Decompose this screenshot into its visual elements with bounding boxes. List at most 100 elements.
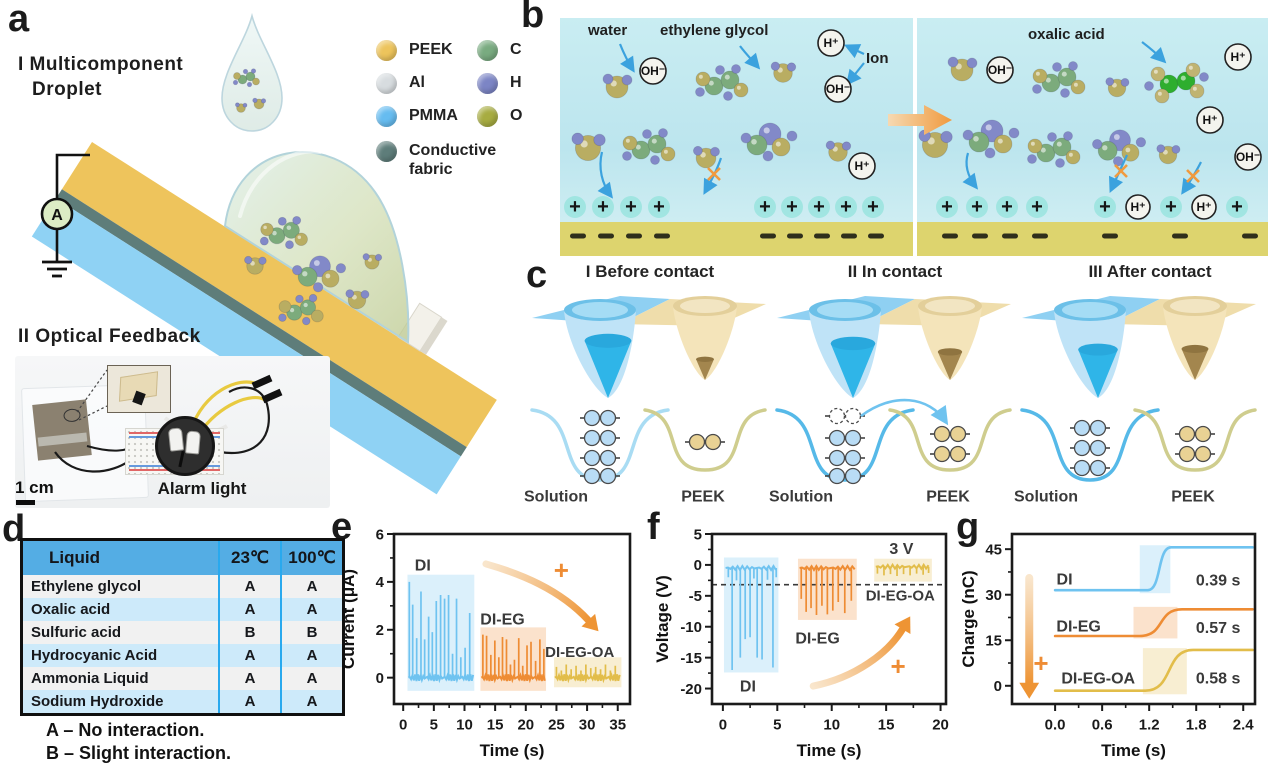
peek-layer (61, 141, 497, 448)
solution-label: Solution (769, 489, 833, 506)
legend: PEEK Al PMMA Conductive fabric C H O (376, 26, 551, 181)
step-curve-DI-EG-OA (1053, 648, 1254, 692)
electron-pair (580, 429, 620, 447)
y-tick-label: 45 (985, 541, 1002, 558)
panel-label-e: e (331, 506, 353, 548)
spikes-DI-EG (482, 634, 545, 678)
magnifier-circle (155, 416, 215, 476)
table-header-row: Liquid 23℃ 100℃ (21, 539, 344, 575)
legend-label: PMMA (409, 107, 458, 124)
eg-molecule (259, 215, 308, 250)
contact-stage: Solution PEEK (769, 296, 1012, 506)
y-tick-label: 5 (694, 526, 702, 543)
alarm-light-label: Alarm light (157, 479, 247, 498)
electron-pair (580, 467, 620, 485)
annotation-DI-EG-OA: DI-EG-OA (1061, 670, 1135, 687)
electron-pair (580, 409, 620, 427)
connector-2 (261, 388, 283, 404)
x-tick-label: 1.8 (1186, 716, 1207, 733)
solution-label: Solution (524, 489, 588, 506)
baseline-DI-EG-OA (554, 672, 621, 684)
liquid-name-cell: Oxalic acid (31, 601, 111, 618)
electron-pair (685, 433, 725, 451)
led-wire (178, 450, 185, 468)
electron-pair (1070, 459, 1110, 477)
annotation-3-V: 3 V (889, 541, 913, 558)
peek-band-left (560, 222, 913, 256)
interaction-cell: A (280, 598, 344, 621)
peek-label: PEEK (681, 489, 725, 506)
trend-arrow (482, 560, 592, 624)
electron-pair (1070, 419, 1110, 437)
annotation-DI: DI (740, 679, 756, 696)
x-axis-title: Time (s) (1101, 741, 1166, 760)
annotation-+: + (1033, 648, 1048, 678)
annotation-DI-EG-OA: DI-EG-OA (866, 587, 935, 604)
water-molecule (345, 289, 370, 310)
annotation-+: + (554, 555, 569, 585)
x-axis-title: Time (s) (480, 741, 545, 760)
liquid-interaction-table: Liquid 23℃ 100℃ Ethylene glycol A A Oxalic aci… (20, 538, 345, 716)
x-tick-label: 25 (548, 716, 565, 733)
x-tick-label: 5 (430, 716, 438, 733)
y-tick-label: 4 (376, 574, 385, 591)
stage-title: I Before contact (585, 262, 715, 281)
pmma-layer (31, 198, 461, 495)
legend-swatch (477, 106, 498, 127)
water-molecule (244, 255, 267, 275)
interaction-cell: A (218, 598, 281, 621)
annotation-+: + (891, 651, 906, 681)
legend-swatch (376, 106, 397, 127)
note-b: B – Slight interaction. (46, 743, 232, 763)
eg-molecule (278, 293, 324, 326)
big-molecule (292, 255, 347, 293)
y-tick-label: -10 (680, 619, 702, 636)
inset-sample-photo (107, 365, 171, 413)
legend-item-o: O (477, 106, 522, 127)
current-chart: 0 5 10 15 20 25 30 35 0 2 4 6 Time (s) Current (μA) DI… (332, 506, 640, 769)
peek-label: PEEK (926, 489, 970, 506)
table-row: Ethylene glycol A A (21, 575, 344, 598)
legend-swatch (376, 40, 397, 61)
trend-arrow-head (1019, 682, 1040, 699)
interaction-cell: B (280, 621, 344, 644)
legend-swatch (376, 141, 397, 162)
experiment-photo: 1 cm Alarm light (15, 356, 330, 508)
chart-f-svg: 0 5 10 15 20 5 0 -5 -10 -15 -20 Time (s) Voltage (V)… (653, 526, 949, 760)
x-tick-label: 30 (579, 716, 596, 733)
trend-arrow-head (581, 613, 599, 632)
annotation-DI-EG: DI-EG (1056, 618, 1100, 635)
legend-item-h: H (477, 73, 522, 94)
panel-label-c: c (526, 254, 548, 296)
x-tick-label: 15 (487, 716, 504, 733)
x-axis-title: Time (s) (797, 741, 862, 760)
annotation-DI: DI (1057, 572, 1073, 589)
electron-pair (1175, 425, 1215, 443)
solution-label: Solution (1014, 489, 1078, 506)
column-header: 100℃ (280, 539, 344, 575)
legend-item-conductive-fabric: Conductive fabric (376, 141, 496, 179)
liquid-name-cell: Sulfuric acid (31, 624, 122, 641)
panel-label-b: b (521, 0, 545, 36)
electron-pair (825, 429, 865, 447)
spikes-DI-EG (800, 568, 853, 615)
spikes-DI (727, 568, 778, 670)
y-axis-title: Current (μA) (339, 569, 358, 669)
led-icon (167, 427, 185, 452)
interaction-cell: A (280, 690, 344, 715)
water-molecule (362, 253, 383, 270)
charge-chart: 0.0 0.6 1.2 1.8 2.4 0 15 30 45 Time (s) Charge (nC… (952, 506, 1267, 769)
annotation-DI-EG: DI-EG (480, 612, 524, 629)
x-tick-label: 5 (773, 716, 781, 733)
electron-pair (825, 467, 865, 485)
y-axis-title: Voltage (V) (653, 575, 672, 663)
panel-c-illustration: Solution PEEK Solution PEEK Solution PEEK (524, 296, 1257, 506)
panel-label-g: g (956, 506, 980, 548)
legend-item-peek: PEEK (376, 40, 453, 61)
y-tick-label: -20 (680, 681, 702, 698)
black-wire-3 (219, 386, 270, 455)
water-molecule (234, 102, 248, 113)
panel-label-d: d (2, 508, 26, 550)
baseline-DI-EG (480, 672, 546, 684)
plot-frame (1010, 532, 1257, 706)
